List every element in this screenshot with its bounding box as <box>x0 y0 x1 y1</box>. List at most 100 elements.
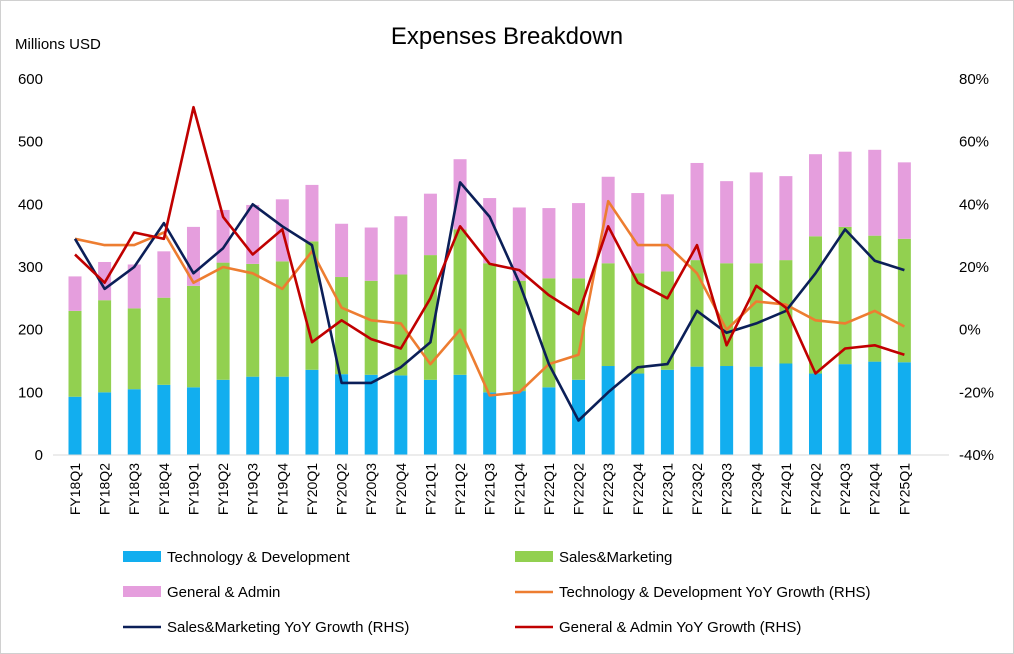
bar-segment-3 <box>809 154 822 237</box>
legend-label: Sales&Marketing <box>559 549 672 566</box>
bar-segment-2 <box>98 300 112 393</box>
bar-segment-3 <box>838 151 852 227</box>
bar-segment-2 <box>601 263 615 367</box>
category-label: FY19Q1 <box>185 463 201 515</box>
bar-segment-2 <box>127 308 141 390</box>
bar-segment-3 <box>68 276 82 311</box>
right-axis-ticks: -40% -20% 0% 20% 40% 60% 80% <box>959 71 994 464</box>
bar-segment-2 <box>157 297 171 385</box>
bar-segment-2 <box>453 229 467 375</box>
left-tick-label: 200 <box>18 322 43 339</box>
right-tick-label: 60% <box>959 134 989 151</box>
category-label: FY20Q3 <box>363 463 379 515</box>
left-tick-label: 600 <box>18 71 43 88</box>
bar-segment-2 <box>838 226 852 365</box>
category-label: FY22Q1 <box>541 463 557 515</box>
bar-segment-2 <box>868 235 882 362</box>
category-label: FY21Q3 <box>482 463 498 515</box>
bar-segment-1 <box>394 375 408 455</box>
legend-swatch <box>123 586 161 597</box>
bar-segment-3 <box>749 172 763 264</box>
bar-segment-1 <box>305 369 319 455</box>
category-label: FY18Q3 <box>126 463 142 515</box>
bar-segment-1 <box>809 373 822 455</box>
bar-segment-3 <box>779 176 793 261</box>
bar-segment-3 <box>512 207 526 281</box>
bar-segment-2 <box>364 280 378 375</box>
legend-label: General & Admin <box>167 584 280 601</box>
right-tick-label: -40% <box>959 447 994 464</box>
bar-segment-3 <box>868 149 882 236</box>
right-tick-label: 0% <box>959 322 981 339</box>
bar-segment-2 <box>275 261 289 377</box>
legend-label: Technology & Development <box>167 549 350 566</box>
bar-segment-3 <box>897 162 911 239</box>
bar-segment-1 <box>838 364 852 455</box>
y-axis-label: Millions USD <box>15 36 101 53</box>
bar-segment-1 <box>453 374 467 455</box>
category-label: FY18Q2 <box>97 463 113 515</box>
bar-segment-2 <box>512 280 526 392</box>
bar-segment-2 <box>809 236 822 374</box>
bar-segment-3 <box>453 159 467 230</box>
legend-label: Technology & Development YoY Growth (RHS… <box>559 584 871 601</box>
category-label: FY22Q2 <box>571 463 587 515</box>
bar-segment-2 <box>897 238 911 363</box>
bar-segment-2 <box>749 263 763 367</box>
category-label: FY22Q3 <box>600 463 616 515</box>
category-label: FY21Q2 <box>452 463 468 515</box>
bar-segment-1 <box>216 379 230 455</box>
bar-segment-2 <box>305 241 319 370</box>
bar-segment-3 <box>157 251 171 298</box>
category-label: FY23Q2 <box>689 463 705 515</box>
category-label: FY24Q3 <box>837 463 853 515</box>
category-label: FY25Q1 <box>896 463 912 515</box>
category-label: FY24Q4 <box>867 463 883 515</box>
bar-segment-1 <box>275 376 289 455</box>
bar-segment-2 <box>68 310 82 397</box>
bar-segment-3 <box>720 181 734 264</box>
bar-segment-1 <box>868 361 882 455</box>
category-label: FY19Q4 <box>274 463 290 515</box>
line-group <box>73 105 906 422</box>
bar-segment-1 <box>423 379 437 455</box>
bar-group <box>68 149 911 455</box>
category-label: FY21Q1 <box>422 463 438 515</box>
category-label: FY24Q2 <box>808 463 824 515</box>
bar-segment-1 <box>690 366 704 455</box>
bar-segment-3 <box>423 193 437 256</box>
chart-title: Expenses Breakdown <box>391 23 623 50</box>
category-label: FY24Q1 <box>778 463 794 515</box>
right-tick-label: 80% <box>959 71 989 88</box>
bar-segment-3 <box>601 176 615 264</box>
growth-line-2 <box>73 181 905 422</box>
bar-segment-1 <box>483 392 497 455</box>
bar-segment-1 <box>68 396 82 455</box>
left-tick-label: 400 <box>18 196 43 213</box>
bar-segment-3 <box>364 227 378 281</box>
bar-segment-3 <box>394 216 408 275</box>
left-tick-label: 0 <box>35 447 43 464</box>
bar-segment-2 <box>186 285 200 388</box>
bar-segment-1 <box>246 376 260 455</box>
bar-segment-2 <box>423 255 437 380</box>
legend: Technology & Development Sales&Marketing G… <box>123 549 871 636</box>
bar-segment-1 <box>779 363 793 455</box>
right-tick-label: 40% <box>959 196 989 213</box>
bar-segment-2 <box>483 263 497 393</box>
bar-segment-2 <box>542 278 556 388</box>
category-label: FY21Q4 <box>511 463 527 515</box>
bar-segment-1 <box>157 384 171 455</box>
bar-segment-1 <box>364 374 378 455</box>
right-tick-label: 20% <box>959 259 989 276</box>
category-label: FY23Q4 <box>748 463 764 515</box>
bar-segment-1 <box>897 362 911 455</box>
bar-segment-1 <box>335 374 349 455</box>
right-tick-label: -20% <box>959 384 994 401</box>
category-label: FY22Q4 <box>630 463 646 515</box>
bar-segment-1 <box>749 366 763 455</box>
left-tick-label: 100 <box>18 384 43 401</box>
legend-swatch <box>515 551 553 562</box>
